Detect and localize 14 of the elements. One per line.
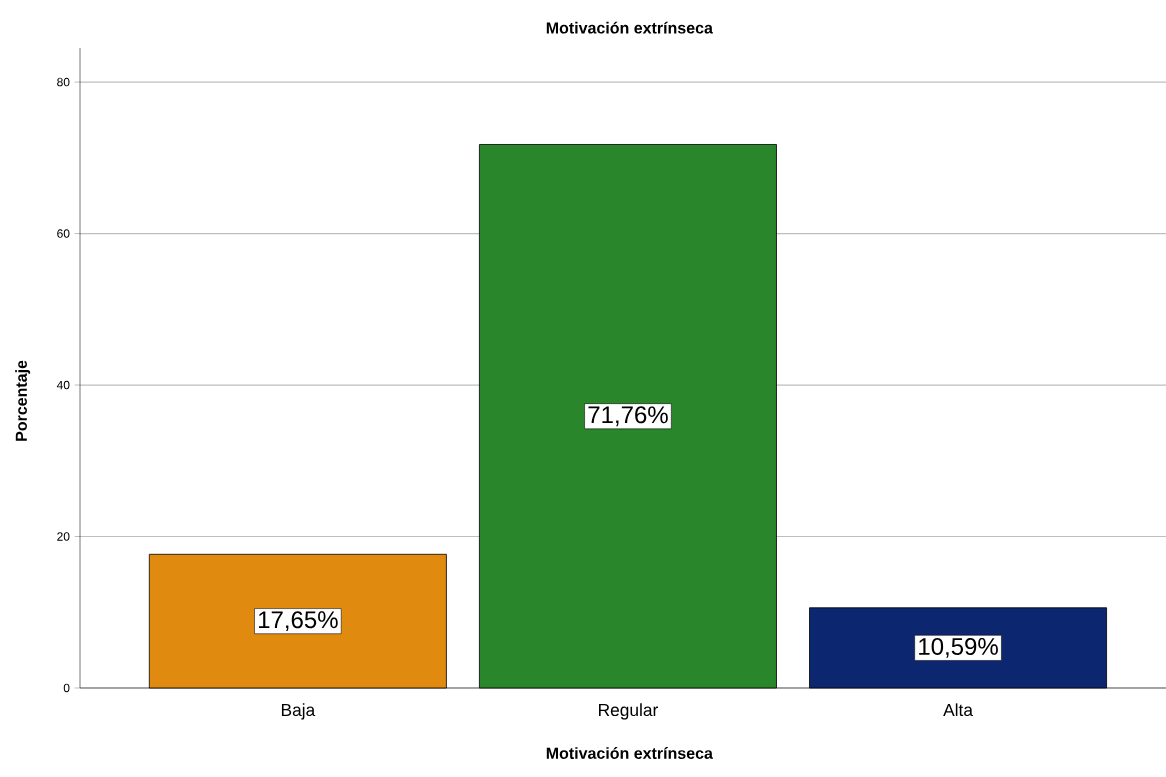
chart-title: Motivación extrínseca <box>546 21 713 34</box>
data-label: 10,59% <box>919 637 998 658</box>
x-tick-label: Baja <box>281 703 316 720</box>
y-axis-title: Porcentaje <box>15 360 31 441</box>
x-tick-label: Alta <box>943 703 973 717</box>
data-label: 17,65% <box>258 611 338 632</box>
y-tick-label: 40 <box>56 380 70 390</box>
x-tick-label: Regular <box>599 703 658 720</box>
y-tick-label: 20 <box>57 532 70 541</box>
data-label: 71,76% <box>588 406 668 427</box>
y-tick-label: 0 <box>63 683 70 693</box>
y-tick-label: 60 <box>57 229 70 238</box>
x-axis-title: Motivación extrínseca <box>546 747 713 759</box>
y-tick-label: 80 <box>57 77 70 87</box>
